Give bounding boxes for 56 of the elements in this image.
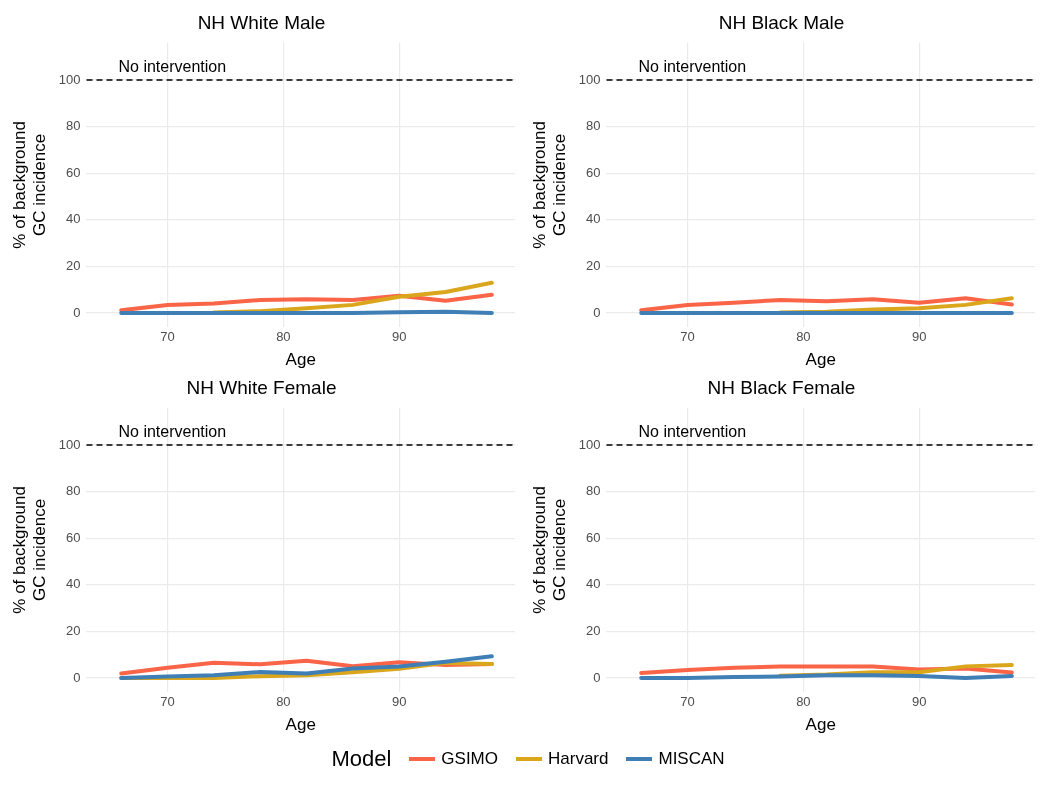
x-tick-label: 70 <box>160 329 175 345</box>
x-axis-title: Age <box>805 715 836 735</box>
x-tick-label: 90 <box>391 329 407 345</box>
legend-title: Model <box>331 746 392 772</box>
ref-line-label: No intervention <box>118 423 227 441</box>
y-tick-label: 100 <box>58 71 81 87</box>
chart-title: NH White Female <box>186 376 337 398</box>
x-axis-title: Age <box>285 715 316 735</box>
x-tick-label: 70 <box>680 694 695 710</box>
y-tick-label: 20 <box>66 623 81 639</box>
y-tick-label: 40 <box>66 576 81 592</box>
x-axis-title: Age <box>805 350 836 370</box>
chart-title: NH Black Male <box>718 11 845 33</box>
y-tick-label: 80 <box>66 118 81 134</box>
y-tick-label: 60 <box>66 529 81 545</box>
x-tick-label: 80 <box>276 329 291 345</box>
x-tick-label: 80 <box>796 694 811 710</box>
y-tick-label: 80 <box>66 483 81 499</box>
y-axis-title: % of background GC incidence <box>9 121 50 249</box>
y-tick-label: 20 <box>586 623 601 639</box>
y-tick-label: 0 <box>73 669 81 685</box>
y-tick-label: 100 <box>578 436 601 452</box>
y-tick-label: 80 <box>586 483 601 499</box>
x-tick-label: 70 <box>160 694 175 710</box>
y-axis-title: % of background GC incidence <box>529 121 570 249</box>
y-axis-title: % of background GC incidence <box>529 486 570 614</box>
ref-line-label: No intervention <box>638 58 747 76</box>
y-tick-label: 60 <box>66 164 81 180</box>
legend-label: MISCAN <box>658 749 725 769</box>
x-tick-label: 90 <box>391 694 407 710</box>
y-tick-label: 60 <box>586 529 601 545</box>
y-tick-label: 0 <box>593 669 601 685</box>
y-axis-title: % of background GC incidence <box>9 486 50 614</box>
x-axis-title: Age <box>285 350 316 370</box>
y-tick-label: 0 <box>593 304 601 320</box>
y-tick-label: 40 <box>586 576 601 592</box>
y-tick-label: 100 <box>578 71 601 87</box>
y-tick-label: 80 <box>586 118 601 134</box>
x-tick-label: 80 <box>276 694 291 710</box>
ref-line-label: No intervention <box>638 423 747 441</box>
x-tick-label: 90 <box>911 694 927 710</box>
x-tick-label: 80 <box>796 329 811 345</box>
ref-line-label: No intervention <box>118 58 227 76</box>
legend-label: GSIMO <box>441 749 498 769</box>
y-tick-label: 40 <box>586 211 601 227</box>
y-tick-label: 0 <box>73 304 81 320</box>
y-tick-label: 100 <box>58 436 81 452</box>
legend-label: Harvard <box>548 749 609 769</box>
x-tick-label: 70 <box>680 329 695 345</box>
y-tick-label: 40 <box>66 211 81 227</box>
y-tick-label: 60 <box>586 164 601 180</box>
chart-title: NH White Male <box>197 11 326 33</box>
y-tick-label: 20 <box>66 258 81 274</box>
chart-title: NH Black Female <box>707 376 856 398</box>
x-tick-label: 90 <box>911 329 927 345</box>
y-tick-label: 20 <box>586 258 601 274</box>
